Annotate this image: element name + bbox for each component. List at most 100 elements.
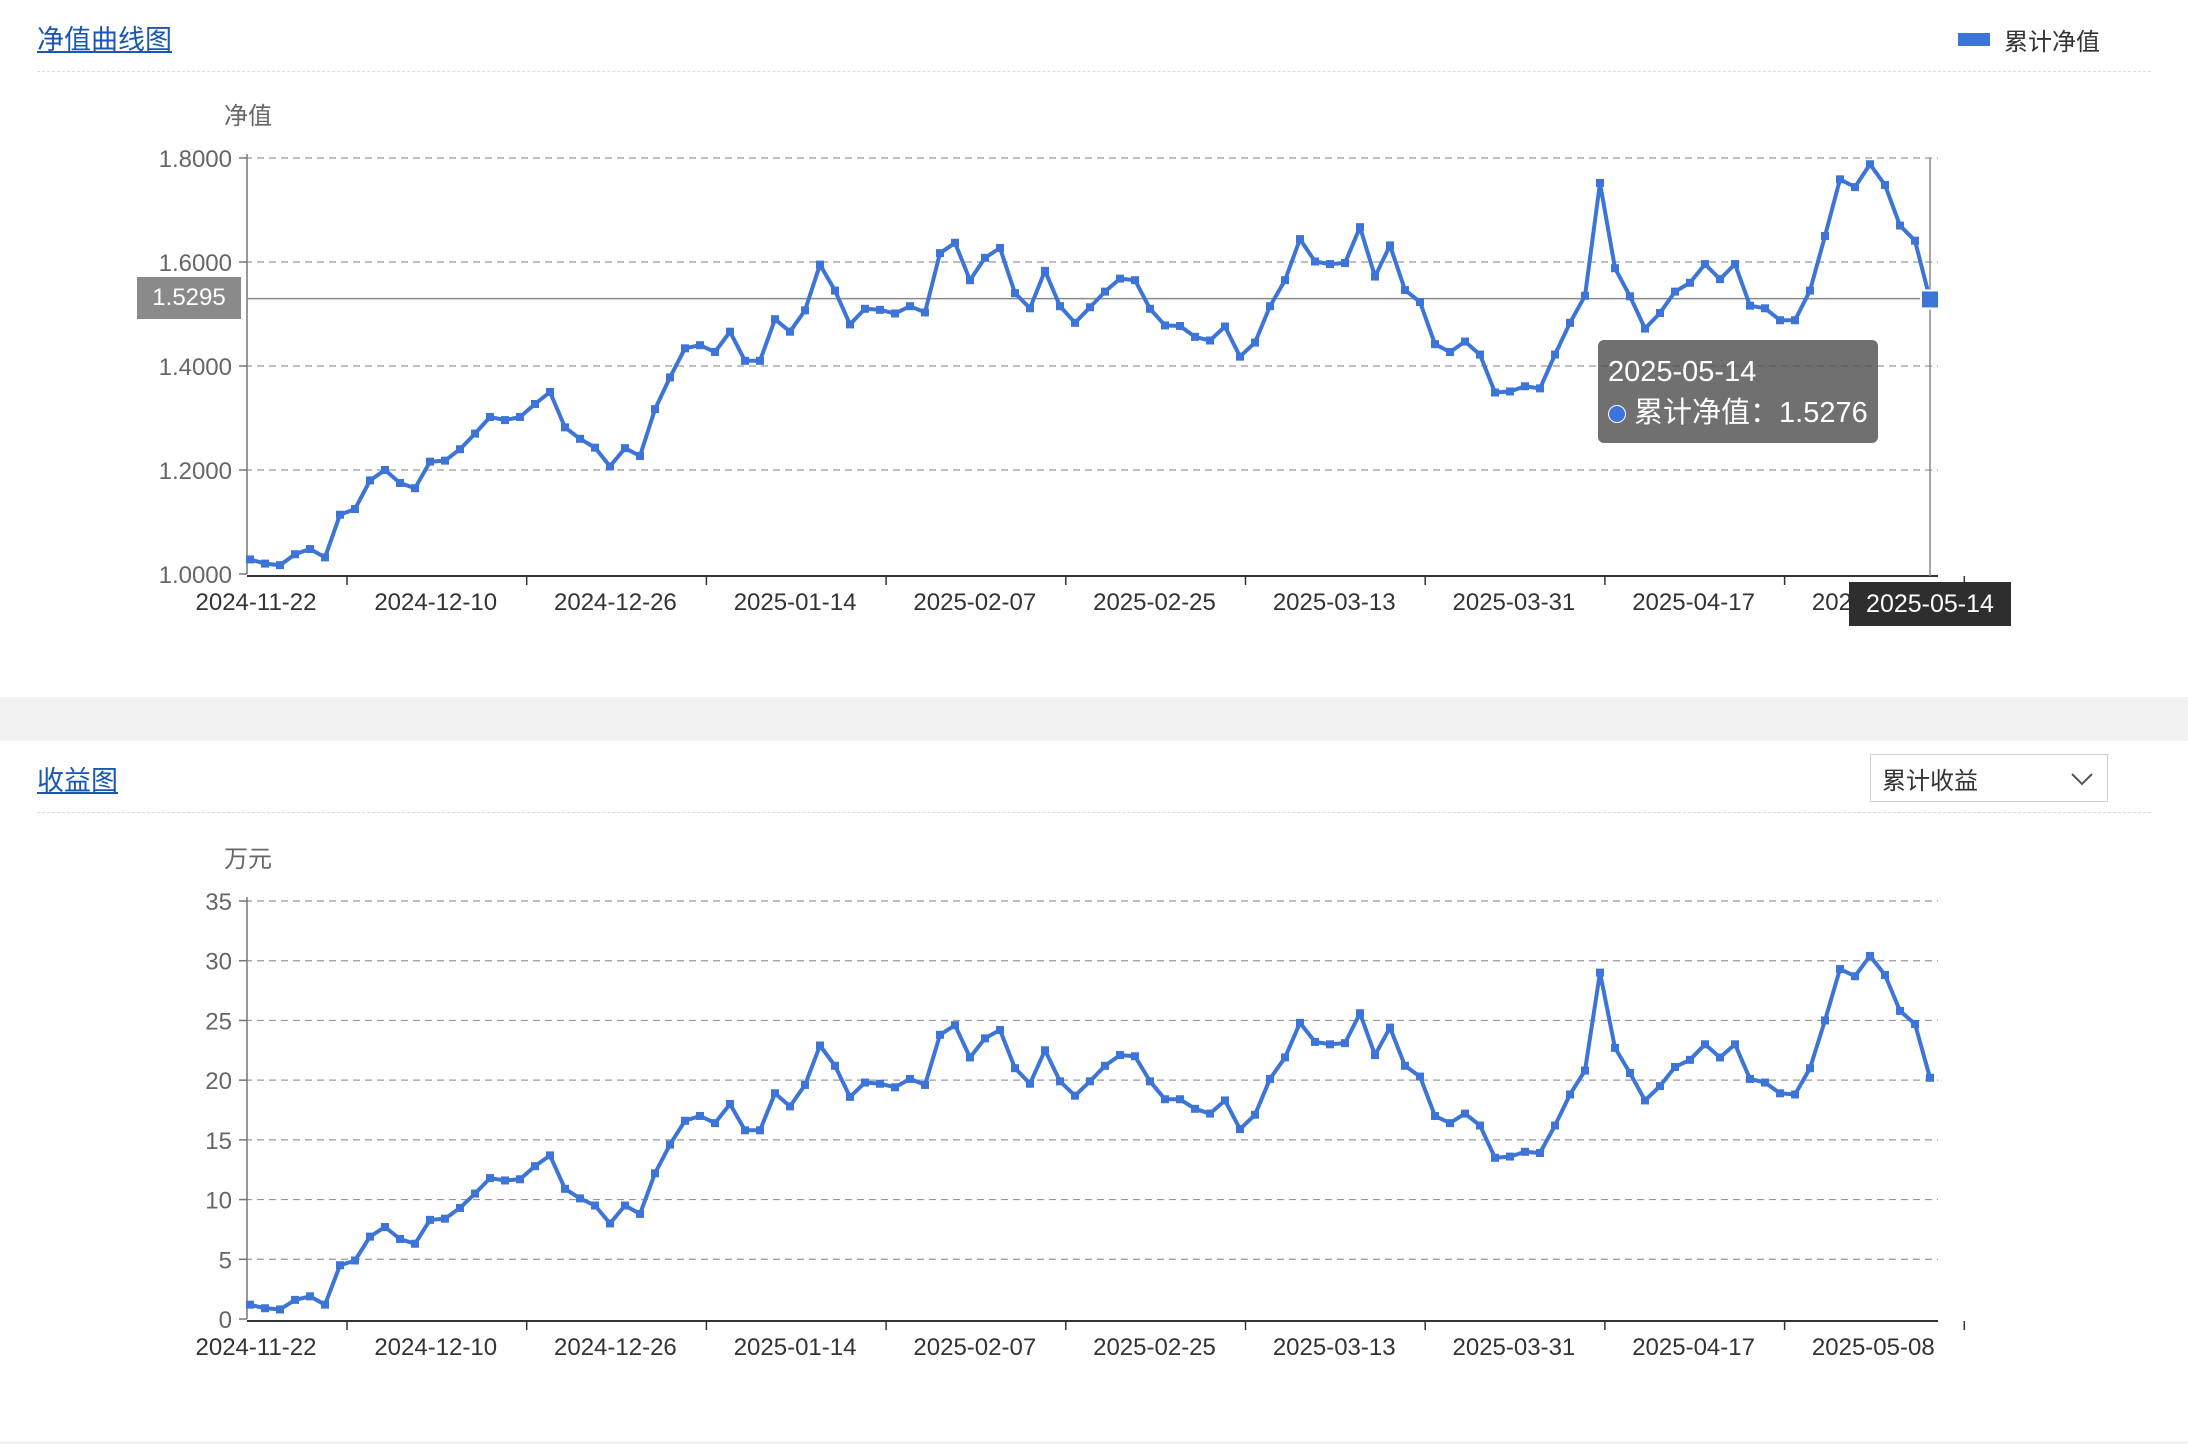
highlighted-data-point[interactable] [1920, 289, 1940, 310]
data-point[interactable] [381, 1223, 389, 1232]
data-point[interactable] [876, 1079, 884, 1088]
data-point[interactable] [1746, 1074, 1754, 1083]
data-point[interactable] [261, 1304, 269, 1313]
data-point[interactable] [591, 1201, 599, 1210]
data-point[interactable] [1476, 350, 1484, 359]
data-point[interactable] [1806, 286, 1814, 295]
data-point[interactable] [906, 302, 914, 311]
data-point[interactable] [756, 356, 764, 365]
data-point[interactable] [1131, 276, 1139, 285]
data-point[interactable] [1551, 350, 1559, 359]
data-point[interactable] [951, 238, 959, 247]
data-point[interactable] [1881, 971, 1889, 980]
data-point[interactable] [1491, 388, 1499, 397]
data-point[interactable] [831, 1061, 839, 1070]
data-point[interactable] [636, 1209, 644, 1218]
data-point[interactable] [951, 1021, 959, 1030]
data-point[interactable] [1401, 1061, 1409, 1070]
data-point[interactable] [696, 341, 704, 350]
data-point[interactable] [546, 1151, 554, 1160]
data-point[interactable] [1176, 1095, 1184, 1104]
data-point[interactable] [921, 308, 929, 317]
data-point[interactable] [291, 550, 299, 559]
data-point[interactable] [1371, 272, 1379, 281]
data-point[interactable] [936, 1030, 944, 1039]
data-point[interactable] [351, 505, 359, 513]
data-point[interactable] [1416, 1072, 1424, 1081]
data-point[interactable] [1116, 1051, 1124, 1060]
data-point[interactable] [1266, 1074, 1274, 1083]
data-point[interactable] [1656, 308, 1664, 317]
data-point[interactable] [816, 1041, 824, 1050]
data-point[interactable] [786, 327, 794, 336]
data-point[interactable] [1191, 1104, 1199, 1113]
data-point[interactable] [801, 306, 809, 315]
data-point[interactable] [1776, 1089, 1784, 1098]
data-point[interactable] [1506, 387, 1514, 396]
data-point[interactable] [1461, 337, 1469, 346]
data-point[interactable] [1701, 1040, 1709, 1049]
data-point[interactable] [606, 462, 614, 471]
data-point[interactable] [1341, 259, 1349, 268]
data-point[interactable] [1446, 347, 1454, 356]
data-point[interactable] [1566, 1090, 1574, 1099]
data-point[interactable] [441, 1214, 449, 1223]
data-point[interactable] [336, 1261, 344, 1270]
data-point[interactable] [1926, 1073, 1934, 1082]
data-point[interactable] [1011, 289, 1019, 298]
data-point[interactable] [1191, 332, 1199, 341]
data-point[interactable] [1371, 1051, 1379, 1060]
data-point[interactable] [1386, 1023, 1394, 1032]
data-point[interactable] [1611, 1043, 1619, 1052]
data-point[interactable] [456, 1203, 464, 1212]
data-point[interactable] [696, 1111, 704, 1120]
data-point[interactable] [1716, 1053, 1724, 1062]
data-point[interactable] [1401, 286, 1409, 295]
data-point[interactable] [726, 327, 734, 336]
data-point[interactable] [366, 476, 374, 485]
data-point[interactable] [726, 1100, 734, 1109]
data-point[interactable] [1671, 287, 1679, 296]
data-point[interactable] [1146, 1077, 1154, 1086]
data-point[interactable] [966, 276, 974, 285]
data-point[interactable] [1521, 1147, 1529, 1156]
data-point[interactable] [1311, 257, 1319, 266]
data-point[interactable] [411, 1239, 419, 1248]
data-point[interactable] [1911, 1020, 1919, 1029]
data-point[interactable] [1101, 1061, 1109, 1070]
data-point[interactable] [786, 1102, 794, 1111]
data-point[interactable] [1896, 1006, 1904, 1015]
data-point[interactable] [981, 253, 989, 262]
data-point[interactable] [441, 456, 449, 465]
data-point[interactable] [1446, 1119, 1454, 1128]
data-point[interactable] [846, 320, 854, 329]
data-point[interactable] [1086, 1077, 1094, 1086]
data-point[interactable] [1596, 968, 1604, 977]
data-point[interactable] [636, 451, 644, 460]
data-point[interactable] [756, 1126, 764, 1135]
data-point[interactable] [1776, 316, 1784, 325]
data-point[interactable] [456, 445, 464, 454]
data-point[interactable] [666, 373, 674, 382]
data-point[interactable] [426, 1215, 434, 1224]
data-point[interactable] [1026, 304, 1034, 313]
data-point[interactable] [891, 1083, 899, 1092]
data-point[interactable] [1341, 1039, 1349, 1048]
data-point[interactable] [1296, 235, 1304, 244]
data-point[interactable] [906, 1074, 914, 1083]
data-point[interactable] [1506, 1152, 1514, 1161]
data-point[interactable] [966, 1053, 974, 1062]
data-point[interactable] [771, 315, 779, 324]
data-point[interactable] [1146, 304, 1154, 313]
data-point[interactable] [1431, 1111, 1439, 1120]
data-point[interactable] [846, 1092, 854, 1101]
data-point[interactable] [801, 1080, 809, 1089]
data-point[interactable] [531, 1162, 539, 1171]
nav-legend[interactable]: 累计净值 [1958, 22, 2100, 57]
data-point[interactable] [1641, 324, 1649, 333]
data-point[interactable] [771, 1089, 779, 1098]
data-point[interactable] [1626, 1068, 1634, 1077]
data-point[interactable] [1581, 291, 1589, 300]
data-point[interactable] [516, 412, 524, 421]
